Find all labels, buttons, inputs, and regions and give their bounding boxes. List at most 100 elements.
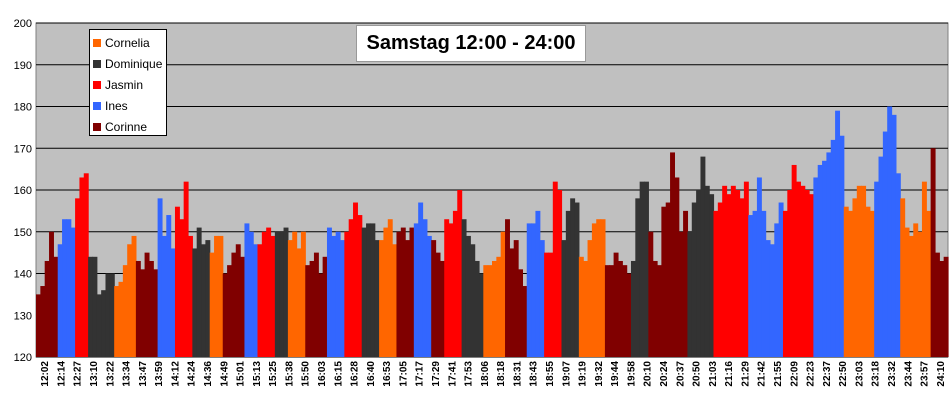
bar-ines (813, 177, 819, 357)
bar-corinne (439, 260, 445, 357)
bar-corinne (617, 260, 623, 357)
bar-cornelia (908, 235, 914, 357)
bar-dominique (201, 244, 206, 357)
x-tick-label: 16:40 (366, 361, 377, 387)
bar-corinne (49, 231, 54, 357)
bar-jasmin (791, 164, 797, 357)
bar-ines (830, 139, 836, 357)
legend-item-cornelia: Cornelia (90, 32, 166, 53)
x-tick-label: 22:37 (822, 361, 833, 387)
bar-jasmin (353, 202, 358, 357)
x-tick-label: 17:29 (431, 361, 442, 387)
bar-cornelia (492, 260, 497, 357)
bar-ines (331, 235, 337, 357)
bar-corinne (513, 240, 519, 357)
x-tick-label: 16:15 (333, 361, 344, 387)
x-tick-label: 16:53 (382, 361, 393, 387)
bar-cornelia (926, 210, 932, 357)
bar-corinne (626, 273, 632, 357)
legend-label: Ines (105, 98, 128, 113)
bar-cornelia (600, 219, 606, 357)
x-tick-label: 19:07 (561, 361, 572, 387)
bar-corinne (431, 240, 437, 357)
y-tick-label: 170 (14, 143, 32, 155)
x-tick-label: 16:28 (350, 361, 361, 387)
bar-jasmin (722, 185, 728, 357)
legend-item-jasmin: Jasmin (90, 74, 166, 95)
bar-jasmin (800, 185, 806, 357)
bar-jasmin (270, 235, 276, 357)
bar-cornelia (296, 248, 302, 357)
bar-ines (531, 223, 537, 357)
x-tick-label: 21:55 (773, 361, 784, 387)
bar-ines (878, 156, 884, 357)
x-tick-label: 22:09 (789, 361, 800, 387)
bar-dominique (465, 235, 471, 357)
bar-corinne (661, 206, 667, 357)
legend-item-ines: Ines (90, 95, 166, 116)
bar-corinne (604, 265, 610, 357)
x-tick-label: 21:42 (757, 361, 768, 387)
bar-dominique (696, 190, 702, 357)
legend-item-dominique: Dominique (90, 53, 166, 74)
x-tick-label: 14:36 (203, 361, 214, 387)
bar-dominique (274, 231, 280, 357)
bar-cornelia (496, 256, 502, 357)
bar-jasmin (743, 181, 749, 357)
bar-dominique (361, 227, 367, 357)
y-tick-label: 120 (14, 352, 32, 364)
bar-ines (882, 131, 888, 357)
bar-jasmin (739, 198, 745, 357)
bar-corinne (674, 177, 680, 357)
bar-ines (62, 219, 67, 357)
bar-cornelia (917, 231, 923, 357)
bar-dominique (205, 240, 211, 357)
bar-dominique (709, 194, 715, 357)
legend-swatch (93, 101, 101, 110)
x-tick-label: 15:38 (284, 361, 295, 387)
bar-corinne (622, 265, 628, 357)
bar-dominique (691, 202, 697, 357)
bar-corinne (313, 252, 319, 357)
bar-ines (756, 177, 762, 357)
bar-ines (418, 202, 424, 357)
bar-cornelia (591, 223, 597, 357)
x-tick-label: 18:55 (545, 361, 556, 387)
bar-ines (835, 110, 841, 357)
bar-jasmin (552, 181, 558, 357)
bar-jasmin (726, 194, 732, 357)
bar-ines (166, 215, 172, 357)
bar-cornelia (483, 265, 489, 357)
bar-corinne (227, 265, 233, 357)
x-tick-label: 21:03 (708, 361, 719, 387)
bar-corinne (652, 260, 658, 357)
bar-dominique (92, 256, 98, 357)
bar-corinne (939, 260, 945, 357)
bar-corinne (36, 294, 41, 357)
bar-jasmin (344, 231, 350, 357)
bar-jasmin (348, 219, 354, 357)
x-tick-label: 22:23 (806, 361, 817, 387)
bar-cornelia (904, 227, 910, 357)
bar-cornelia (118, 281, 124, 357)
bar-dominique (639, 181, 645, 357)
bar-dominique (687, 231, 693, 357)
bar-ines (426, 235, 432, 357)
bar-ines (761, 210, 767, 357)
bar-corinne (683, 210, 689, 357)
bar-corinne (53, 256, 59, 357)
bar-jasmin (266, 227, 272, 357)
bar-corinne (135, 260, 141, 357)
bar-ines (748, 215, 754, 357)
x-tick-label: 19:44 (610, 361, 621, 387)
bar-ines (887, 106, 893, 357)
bar-cornelia (292, 231, 298, 357)
bar-ines (778, 202, 784, 357)
x-tick-label: 23:32 (887, 361, 898, 387)
series-bars (36, 106, 949, 357)
bar-jasmin (174, 206, 180, 357)
bar-ines (326, 227, 332, 357)
bar-corinne (678, 231, 684, 357)
bar-corinne (305, 265, 311, 357)
x-tick-label: 17:41 (447, 361, 458, 387)
